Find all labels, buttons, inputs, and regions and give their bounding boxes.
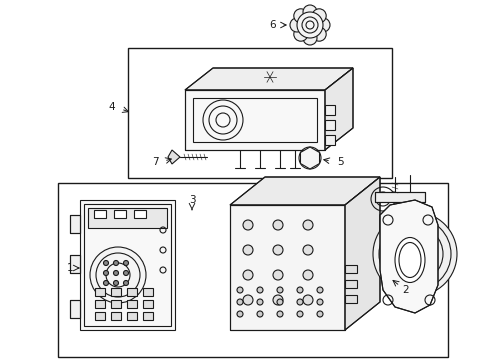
Circle shape [273,245,283,255]
Polygon shape [325,135,335,145]
Circle shape [114,280,119,285]
Bar [143,312,153,320]
Bar [70,215,80,233]
Bar [345,295,357,303]
Circle shape [243,220,253,230]
Circle shape [257,311,263,317]
Bar [134,210,146,218]
Circle shape [312,27,326,41]
Circle shape [103,261,108,266]
Bar [193,98,317,142]
Bar [143,288,153,296]
Bar [70,300,80,318]
Circle shape [123,280,128,285]
Circle shape [103,270,108,275]
Bar [143,300,153,308]
Circle shape [317,311,323,317]
Bar [111,300,121,308]
Circle shape [257,299,263,305]
Text: 3: 3 [189,195,196,205]
Polygon shape [380,200,438,313]
Bar [95,300,105,308]
Circle shape [317,299,323,305]
Polygon shape [230,205,345,330]
Bar [94,210,106,218]
Circle shape [297,287,303,293]
Bar [128,48,392,178]
Circle shape [243,295,253,305]
Bar [114,210,126,218]
Circle shape [407,246,423,262]
Text: 5: 5 [337,157,343,167]
Polygon shape [230,177,380,205]
Bar [88,208,167,228]
Circle shape [373,212,457,296]
Polygon shape [185,68,353,90]
Bar [58,183,448,357]
Bar [345,265,357,273]
Bar [95,312,105,320]
Circle shape [103,280,108,285]
Circle shape [273,295,283,305]
Circle shape [297,311,303,317]
Circle shape [273,220,283,230]
Circle shape [243,270,253,280]
Circle shape [114,261,119,266]
Circle shape [303,220,313,230]
Circle shape [277,311,283,317]
Circle shape [90,247,146,303]
Bar [111,312,121,320]
Polygon shape [185,90,325,150]
Polygon shape [325,120,335,130]
Circle shape [257,287,263,293]
Text: 2: 2 [403,285,409,295]
Bar [70,255,80,273]
Polygon shape [300,147,319,169]
Circle shape [273,270,283,280]
Text: 4: 4 [109,102,115,112]
Bar [70,215,80,233]
Text: 1: 1 [67,263,74,273]
Bar [84,204,171,326]
Circle shape [297,299,303,305]
Bar [111,288,121,296]
Ellipse shape [395,238,425,283]
Bar [127,312,137,320]
Circle shape [316,18,330,32]
Circle shape [303,295,313,305]
Circle shape [303,270,313,280]
Polygon shape [375,192,425,202]
Circle shape [237,287,243,293]
Bar [95,288,105,296]
Circle shape [237,299,243,305]
Polygon shape [325,105,335,115]
Circle shape [303,31,317,45]
Polygon shape [345,177,380,330]
Circle shape [243,245,253,255]
Bar [70,255,80,273]
Circle shape [290,18,304,32]
Bar [127,288,137,296]
Circle shape [277,299,283,305]
Bar [80,200,175,330]
Text: 7: 7 [152,157,158,167]
Text: 6: 6 [270,20,276,30]
Circle shape [303,5,317,19]
Polygon shape [168,150,180,164]
Circle shape [114,270,119,275]
Bar [345,280,357,288]
Circle shape [294,9,308,23]
Circle shape [294,27,308,41]
Circle shape [297,12,323,38]
Circle shape [123,270,128,275]
Bar [70,300,80,318]
Circle shape [312,9,326,23]
Polygon shape [325,68,353,150]
Circle shape [303,245,313,255]
Circle shape [237,311,243,317]
Bar [127,300,137,308]
Circle shape [317,287,323,293]
Circle shape [277,287,283,293]
Circle shape [123,261,128,266]
